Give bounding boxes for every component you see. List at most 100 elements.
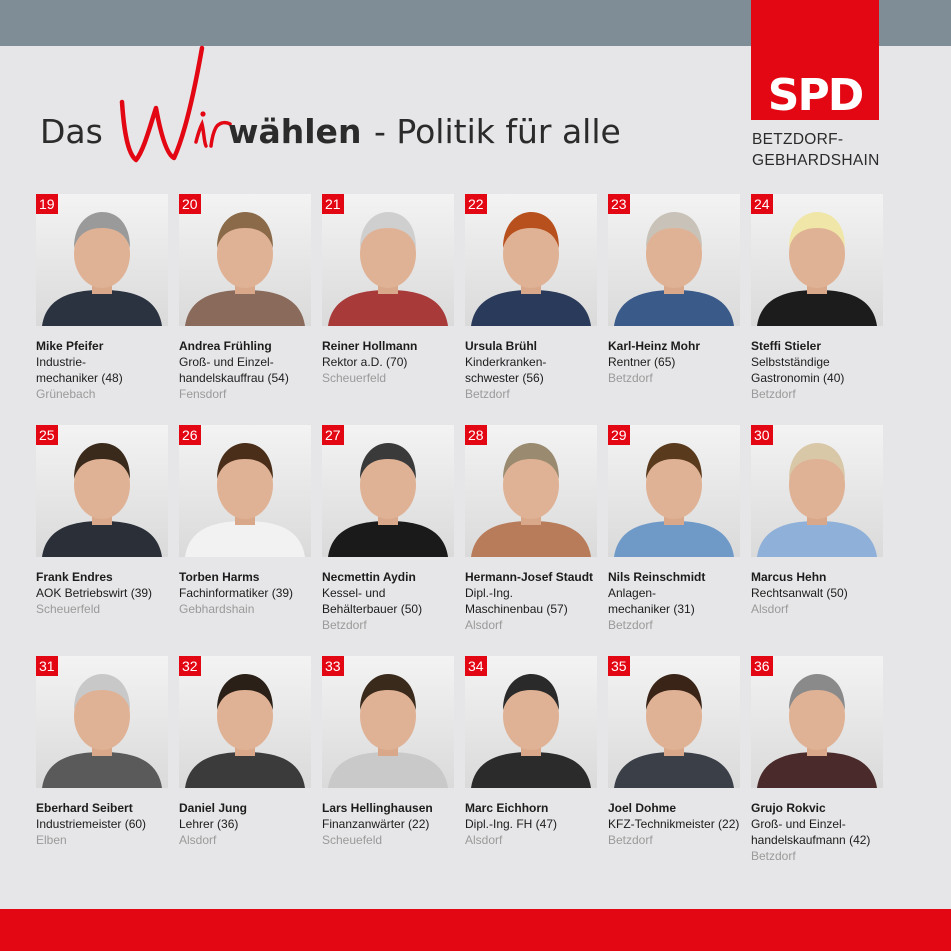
candidate-job-line: schwester (56) [465,371,544,385]
candidate-card: 23 Karl-Heinz Mohr Rentner (65) Betzdorf [608,194,750,386]
portrait-placeholder-icon [614,674,734,788]
candidate-number: 21 [322,194,344,214]
candidate-photo: 20 [179,194,311,326]
candidate-town: Betzdorf [751,387,796,401]
candidate-town: Betzdorf [322,618,367,632]
candidate-job-line: Rentner (65) [608,355,676,369]
candidate-name: Marcus Hehn [751,570,827,584]
candidate-job-line: Industriemeister (60) [36,817,147,831]
candidate-number: 36 [751,656,773,676]
spd-logo: SPD [751,0,879,120]
candidate-name: Andrea Frühling [179,339,272,353]
candidate-photo: 27 [322,425,454,557]
candidate-card: 20 Andrea Frühling Groß- und Einzel-hand… [179,194,321,402]
candidate-photo: 24 [751,194,883,326]
candidate-town: Scheuerfeld [36,602,101,616]
candidate-job-line: Rechtsanwalt (50) [751,586,848,600]
candidate-job-line: Gastronomin (40) [751,371,845,385]
candidate-job-line: Kinderkranken- [465,355,547,369]
portrait-placeholder-icon [185,674,305,788]
candidate-number: 34 [465,656,487,676]
headline-rest: - Politik für alle [374,112,621,151]
candidate-town: Betzdorf [465,387,510,401]
candidate-card: 34 Marc Eichhorn Dipl.-Ing. FH (47) Alsd… [465,656,607,848]
candidate-photo: 28 [465,425,597,557]
candidate-card: 31 Eberhard Seibert Industriemeister (60… [36,656,178,848]
candidate-card: 19 Mike Pfeifer Industrie-mechaniker (48… [36,194,178,402]
candidate-job-line: Finanzanwärter (22) [322,817,430,831]
candidate-town: Grünebach [36,387,96,401]
candidate-photo: 35 [608,656,740,788]
portrait-placeholder-icon [614,212,734,326]
candidate-job-line: handelskaufmann (42) [751,833,871,847]
candidate-photo: 36 [751,656,883,788]
candidate-card: 35 Joel Dohme KFZ-Technikmeister (22) Be… [608,656,750,848]
candidate-job-line: Dipl.-Ing. [465,586,514,600]
candidate-town: Betzdorf [751,849,796,863]
candidate-card: 32 Daniel Jung Lehrer (36) Alsdorf [179,656,321,848]
portrait-placeholder-icon [328,443,448,557]
candidate-card: 27 Necmettin Aydin Kessel- und Behälterba… [322,425,464,633]
candidate-photo: 26 [179,425,311,557]
candidate-number: 27 [322,425,344,445]
candidate-name: Ursula Brühl [465,339,538,353]
candidate-name: Marc Eichhorn [465,801,549,815]
logo-text: SPD [767,70,864,121]
portrait-placeholder-icon [42,212,162,326]
candidate-photo: 23 [608,194,740,326]
candidate-town: Scheuefeld [322,833,383,847]
candidate-town: Alsdorf [465,833,503,847]
candidate-card: 33 Lars Hellinghausen Finanzanwärter (22… [322,656,464,848]
portrait-placeholder-icon [471,674,591,788]
candidate-name: Nils Reinschmidt [608,570,706,584]
candidate-town: Fensdorf [179,387,227,401]
candidate-name: Frank Endres [36,570,113,584]
candidate-photo: 29 [608,425,740,557]
candidate-job-line: handelskauffrau (54) [179,371,289,385]
candidate-card: 30 Marcus Hehn Rechtsanwalt (50) Alsdorf [751,425,893,617]
portrait-placeholder-icon [471,443,591,557]
candidate-number: 26 [179,425,201,445]
candidate-job-line: mechaniker (48) [36,371,123,385]
candidate-card: 24 Steffi Stieler Selbstständige Gastrono… [751,194,893,402]
candidate-number: 33 [322,656,344,676]
headline-wir-script [119,45,232,163]
candidate-job-line: Fachinformatiker (39) [179,586,294,600]
candidate-photo: 32 [179,656,311,788]
candidate-number: 22 [465,194,487,214]
candidate-name: Torben Harms [179,570,260,584]
portrait-placeholder-icon [328,674,448,788]
portrait-placeholder-icon [614,443,734,557]
candidate-job-line: Rektor a.D. (70) [322,355,408,369]
candidate-job-line: Kessel- und [322,586,386,600]
candidate-photo: 33 [322,656,454,788]
region-line: GEBHARDSHAIN [752,152,880,169]
candidate-name: Hermann-Josef Staudt [465,570,594,584]
candidate-job-line: Lehrer (36) [179,817,239,831]
region-name: BETZDORF- GEBHARDSHAIN [752,129,880,171]
candidate-name: Joel Dohme [608,801,677,815]
candidate-photo: 21 [322,194,454,326]
candidate-job-line: Selbstständige [751,355,830,369]
candidate-job-line: Anlagen- [608,586,657,600]
candidate-name: Karl-Heinz Mohr [608,339,701,353]
candidate-job-line: Groß- und Einzel- [751,817,846,831]
candidate-number: 32 [179,656,201,676]
candidate-number: 28 [465,425,487,445]
candidate-town: Scheuerfeld [322,371,387,385]
candidate-card: 28 Hermann-Josef Staudt Dipl.-Ing. Maschi… [465,425,607,633]
candidate-town: Alsdorf [465,618,503,632]
candidate-job-line: KFZ-Technikmeister (22) [608,817,740,831]
portrait-placeholder-icon [42,443,162,557]
candidate-job-line: Dipl.-Ing. FH (47) [465,817,558,831]
headline: Das wählen - Politik für alle [40,42,680,172]
candidate-card: 25 Frank Endres AOK Betriebswirt (39) Sc… [36,425,178,617]
candidate-town: Gebhardshain [179,602,255,616]
candidate-number: 29 [608,425,630,445]
candidate-job-line: AOK Betriebswirt (39) [36,586,153,600]
candidate-town: Betzdorf [608,371,653,385]
candidate-name: Mike Pfeifer [36,339,104,353]
region-line: BETZDORF- [752,131,844,148]
candidate-name: Reiner Hollmann [322,339,418,353]
candidate-card: 22 Ursula Brühl Kinderkranken-schwester … [465,194,607,402]
